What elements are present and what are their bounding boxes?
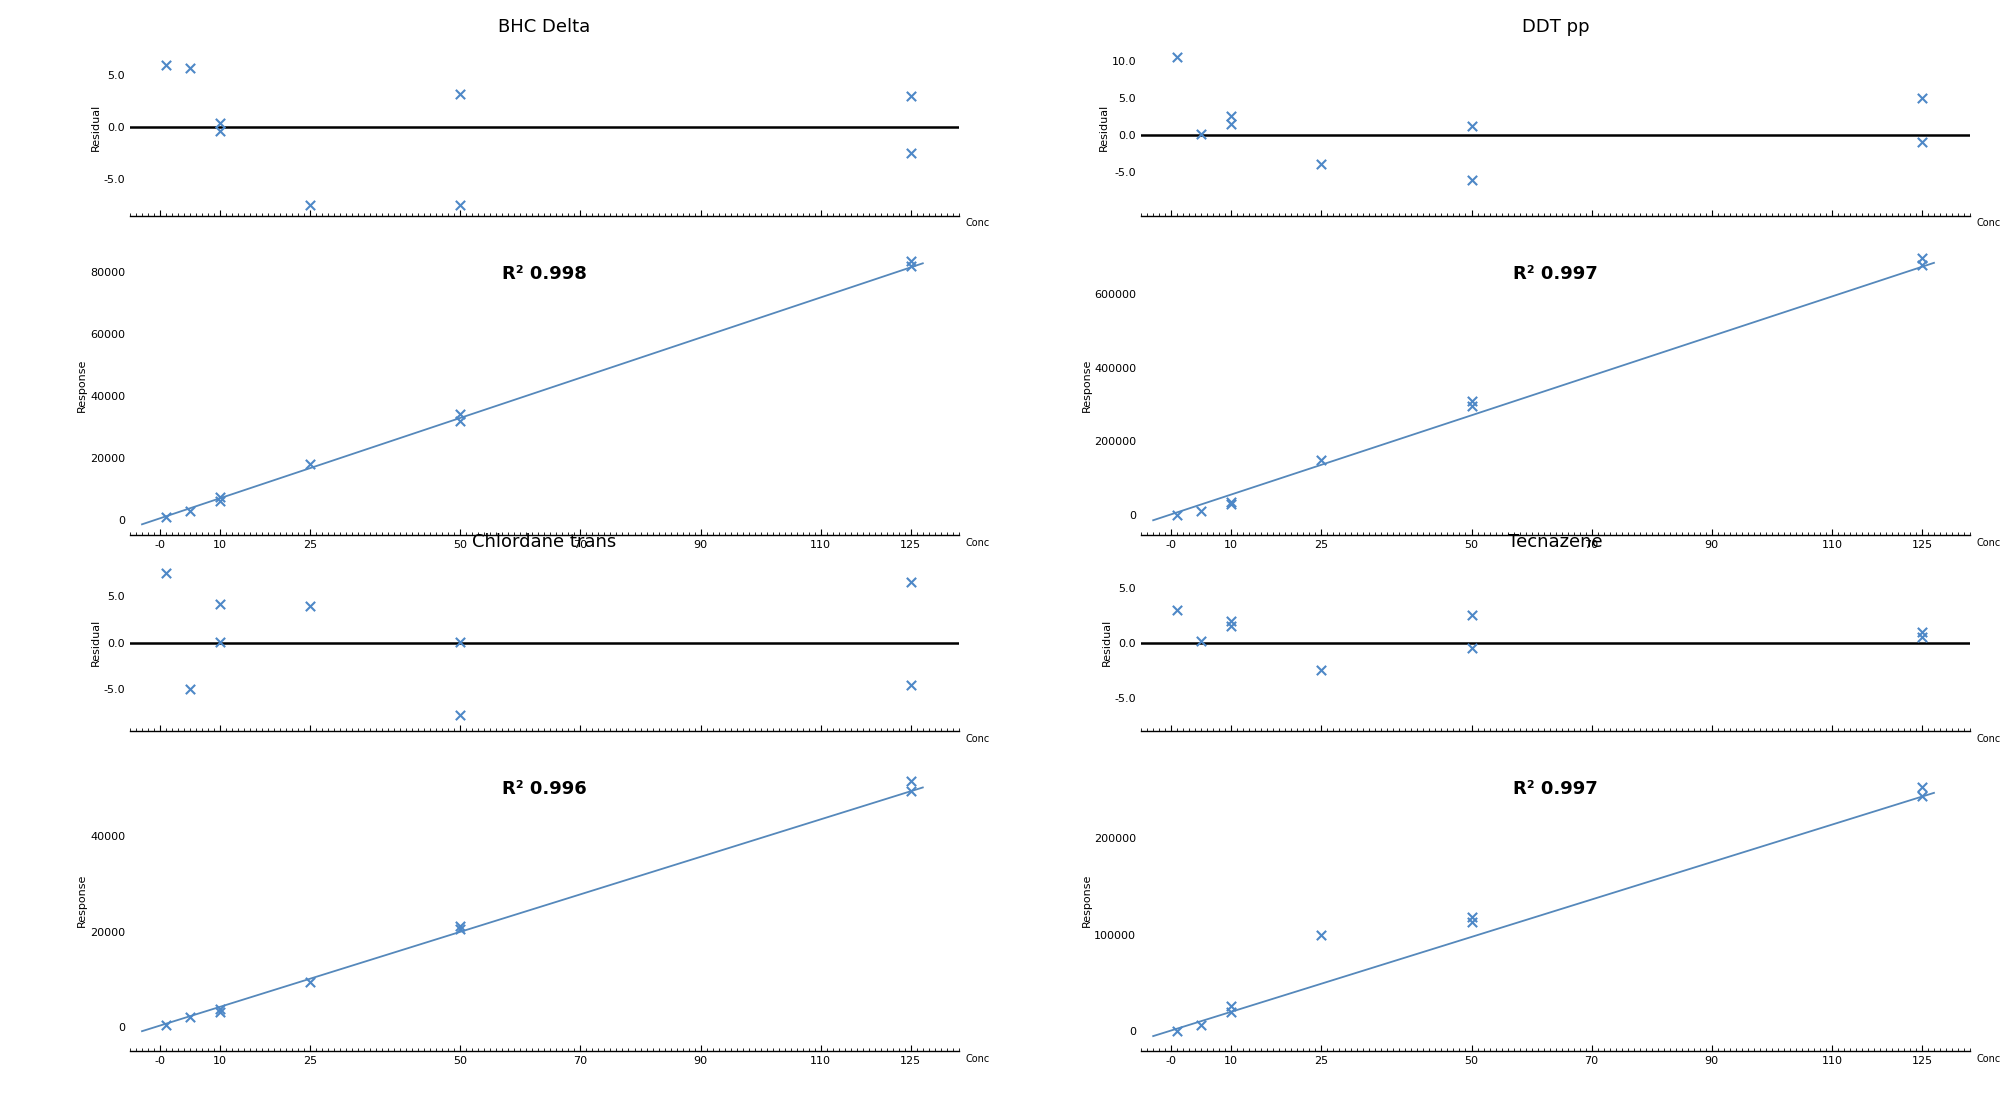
Point	[1162, 49, 1194, 67]
Y-axis label: Response: Response	[78, 874, 88, 927]
Point	[894, 252, 926, 270]
Point	[1216, 115, 1248, 132]
Text: R² 0.996: R² 0.996	[502, 781, 586, 798]
Point	[894, 257, 926, 275]
Point	[1186, 632, 1218, 649]
Text: R² 0.997: R² 0.997	[1514, 265, 1598, 282]
Y-axis label: Response: Response	[1082, 358, 1092, 411]
Point	[444, 917, 476, 935]
Point	[894, 676, 926, 694]
Title: Chlordane trans: Chlordane trans	[472, 534, 616, 552]
Point	[1456, 393, 1488, 410]
Point	[1906, 778, 1938, 796]
Point	[1186, 1015, 1218, 1033]
Point	[1906, 628, 1938, 646]
Text: Conc: Conc	[1976, 218, 2000, 228]
Point	[444, 633, 476, 651]
Y-axis label: Residual: Residual	[90, 103, 100, 151]
Point	[1306, 450, 1338, 468]
Point	[204, 633, 236, 651]
Text: Conc: Conc	[966, 538, 990, 548]
Point	[444, 406, 476, 424]
Point	[1906, 787, 1938, 805]
Point	[444, 411, 476, 429]
Point	[1456, 397, 1488, 415]
Point	[204, 595, 236, 613]
Point	[204, 493, 236, 510]
Point	[1306, 156, 1338, 173]
Point	[204, 488, 236, 506]
Point	[1906, 89, 1938, 107]
Y-axis label: Residual: Residual	[1102, 619, 1112, 666]
Title: DDT pp: DDT pp	[1522, 18, 1590, 36]
Point	[204, 122, 236, 140]
Point	[1162, 506, 1194, 524]
Point	[1186, 503, 1218, 520]
Point	[894, 574, 926, 592]
Title: Tecnazene: Tecnazene	[1508, 534, 1602, 552]
Y-axis label: Response: Response	[78, 358, 88, 411]
Point	[1216, 1003, 1248, 1021]
Point	[1906, 623, 1938, 641]
Point	[204, 115, 236, 132]
Point	[1456, 171, 1488, 189]
Text: Conc: Conc	[1976, 538, 2000, 548]
Point	[1456, 606, 1488, 624]
Text: Conc: Conc	[966, 734, 990, 744]
Point	[294, 597, 326, 615]
Point	[150, 56, 182, 73]
Point	[150, 564, 182, 582]
Text: R² 0.997: R² 0.997	[1514, 781, 1598, 798]
Point	[1162, 1022, 1194, 1040]
Point	[204, 1003, 236, 1021]
Point	[174, 502, 206, 519]
Point	[894, 87, 926, 105]
Point	[1456, 117, 1488, 135]
Text: R² 0.998: R² 0.998	[502, 265, 586, 282]
Title: BHC Delta: BHC Delta	[498, 18, 590, 36]
Text: Conc: Conc	[966, 218, 990, 228]
Point	[1306, 925, 1338, 943]
Text: Conc: Conc	[966, 1053, 990, 1063]
Point	[894, 782, 926, 800]
Point	[1906, 249, 1938, 267]
Point	[294, 197, 326, 215]
Point	[1456, 909, 1488, 926]
Point	[1456, 913, 1488, 931]
Point	[150, 508, 182, 526]
Point	[1216, 997, 1248, 1015]
Point	[444, 921, 476, 939]
Point	[1186, 125, 1218, 142]
Point	[150, 1015, 182, 1033]
Point	[174, 681, 206, 698]
Point	[1162, 600, 1194, 618]
Point	[1306, 662, 1338, 679]
Point	[174, 1009, 206, 1026]
Point	[1216, 617, 1248, 635]
Point	[1216, 495, 1248, 513]
Point	[1216, 612, 1248, 629]
Y-axis label: Residual: Residual	[90, 619, 100, 666]
Text: Conc: Conc	[1976, 734, 2000, 744]
Text: Conc: Conc	[1976, 1053, 2000, 1063]
Point	[894, 145, 926, 162]
Point	[174, 59, 206, 77]
Y-axis label: Residual: Residual	[1098, 103, 1108, 151]
Point	[294, 455, 326, 473]
Point	[444, 706, 476, 724]
Point	[894, 773, 926, 791]
Point	[1906, 256, 1938, 274]
Point	[1216, 108, 1248, 126]
Point	[1456, 639, 1488, 657]
Point	[1906, 133, 1938, 151]
Point	[444, 86, 476, 103]
Point	[444, 197, 476, 215]
Point	[294, 973, 326, 991]
Point	[204, 1001, 236, 1019]
Point	[1216, 493, 1248, 510]
Y-axis label: Response: Response	[1082, 874, 1092, 927]
